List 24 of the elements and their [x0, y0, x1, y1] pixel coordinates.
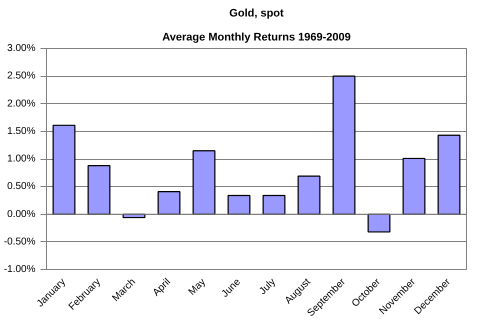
- bar: [192, 150, 216, 215]
- y-tick-label: 2.00%: [7, 98, 36, 110]
- bar: [402, 158, 426, 215]
- bar: [228, 194, 250, 215]
- bar: [88, 165, 110, 215]
- bar: [368, 214, 390, 233]
- bar: [262, 194, 286, 215]
- y-tick-label: 0.50%: [7, 181, 36, 192]
- bar: [438, 134, 460, 215]
- chart-title: Gold, spot: [229, 8, 284, 20]
- chart-subtitle: Average Monthly Returns 1969-2009: [162, 32, 351, 44]
- y-tick-label: 2.50%: [7, 70, 36, 82]
- bar: [52, 124, 76, 215]
- y-tick-label: 0.00%: [7, 208, 36, 220]
- x-tick-label: July: [258, 276, 278, 297]
- x-tick-label: May: [186, 276, 208, 298]
- bar: [332, 76, 356, 215]
- y-tick-label: 1.00%: [7, 154, 36, 164]
- bar: [158, 191, 180, 215]
- y-tick-label: -0.50%: [4, 236, 36, 248]
- y-tick-label: 3.00%: [7, 43, 36, 54]
- bar: [298, 176, 320, 215]
- y-tick-label: 1.50%: [7, 126, 36, 137]
- y-tick-label: -1.00%: [4, 264, 36, 275]
